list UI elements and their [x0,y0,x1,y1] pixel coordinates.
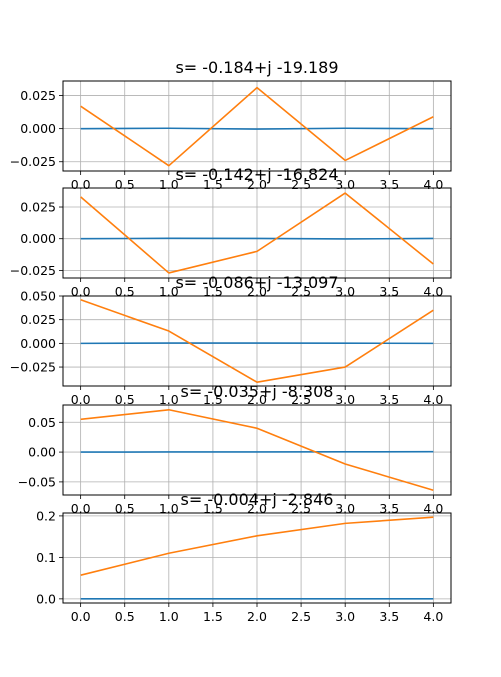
x-tick-label: 4.0 [423,501,443,516]
x-tick-label: 3.0 [335,392,355,407]
y-tick-label: 0.000 [20,231,56,246]
y-tick-label: 0.1 [36,550,56,565]
x-tick-label: 2.5 [291,392,311,407]
y-tick-label: −0.025 [10,360,56,375]
series-line-1 [80,127,434,130]
x-tick-label: 1.0 [159,284,179,299]
x-tick-label: 1.5 [203,609,223,624]
x-tick-label: 3.0 [335,284,355,299]
x-tick-label: 0.5 [115,609,135,624]
series-line-2 [80,299,434,384]
x-tick-label: 2.5 [291,609,311,624]
y-tick-label: 0.025 [20,312,56,327]
y-tick-label: 0.05 [28,415,56,430]
subplot-4: 0.0 0.5 1.0 1.5 2.0 2.5 3.0 3.5 4.0 0.05 0.00 −0.05… [18,382,452,516]
x-tick-label: 2.5 [291,284,311,299]
x-tick-label: 1.5 [203,284,223,299]
subplot-5: 0.0 0.5 1.0 1.5 2.0 2.5 3.0 3.5 4.0 0.2 0.1 0.0 s= -… [36,490,452,624]
x-tick-label: 4.0 [423,284,443,299]
x-tick-label: 3.5 [379,609,399,624]
series-line-2 [80,408,434,491]
x-tick-label: 0.0 [71,609,91,624]
series-line-2 [80,516,434,576]
y-tick-label: 0.025 [20,200,56,215]
x-tick-label: 0.0 [71,501,91,516]
y-tick-label: 0.050 [20,289,56,304]
y-tick-label: 0.000 [20,121,56,136]
y-tick-label: 0.0 [36,591,56,606]
x-tick-label: 4.0 [423,392,443,407]
x-tick-label: 0.5 [115,284,135,299]
series-line-2 [80,192,434,274]
x-tick-label: 2.0 [247,609,267,624]
series-line-2 [80,86,434,167]
subplot-title: s= -0.184+j -19.189 [175,58,338,77]
y-tick-label: −0.05 [18,474,56,489]
x-tick-label: 1.5 [203,392,223,407]
subplot-2: 0.0 0.5 1.0 1.5 2.0 2.5 3.0 3.5 4.0 0.025 0.000 −0.… [10,165,452,299]
subplot-3: 0.0 0.5 1.0 1.5 2.0 2.5 3.0 3.5 4.0 0.050 0.025 0.0… [10,273,452,407]
subplot-title: s= -0.142+j -16.824 [175,165,338,184]
y-tick-label: 0.025 [20,88,56,103]
x-tick-label: 3.5 [379,284,399,299]
y-tick-label: −0.025 [10,154,56,169]
x-tick-label: 3.5 [379,392,399,407]
x-tick-label: 3.0 [335,609,355,624]
x-tick-label: 2.0 [247,501,267,516]
x-tick-label: 1.5 [203,501,223,516]
x-tick-label: 2.5 [291,501,311,516]
x-tick-label: 0.5 [115,392,135,407]
series-line-1 [80,237,434,240]
x-tick-label: 4.0 [423,609,443,624]
x-tick-label: 0.0 [71,284,91,299]
x-tick-label: 1.0 [159,501,179,516]
x-tick-label: 0.5 [115,501,135,516]
subplot-title: s= -0.004+j -2.846 [181,490,334,509]
x-tick-label: 2.0 [247,392,267,407]
x-tick-label: 3.0 [335,501,355,516]
x-tick-label: 1.0 [159,392,179,407]
y-tick-label: 0.00 [28,445,56,460]
y-tick-label: 0.2 [36,508,56,523]
y-tick-label: 0.000 [20,336,56,351]
x-tick-label: 1.0 [159,609,179,624]
y-tick-label: −0.025 [10,263,56,278]
x-tick-label: 3.5 [379,501,399,516]
subplot-title: s= -0.086+j -13.097 [175,273,338,292]
x-tick-label: 2.0 [247,284,267,299]
subplot-title: s= -0.035+j -8.308 [181,382,334,401]
x-tick-label: 0.0 [71,392,91,407]
